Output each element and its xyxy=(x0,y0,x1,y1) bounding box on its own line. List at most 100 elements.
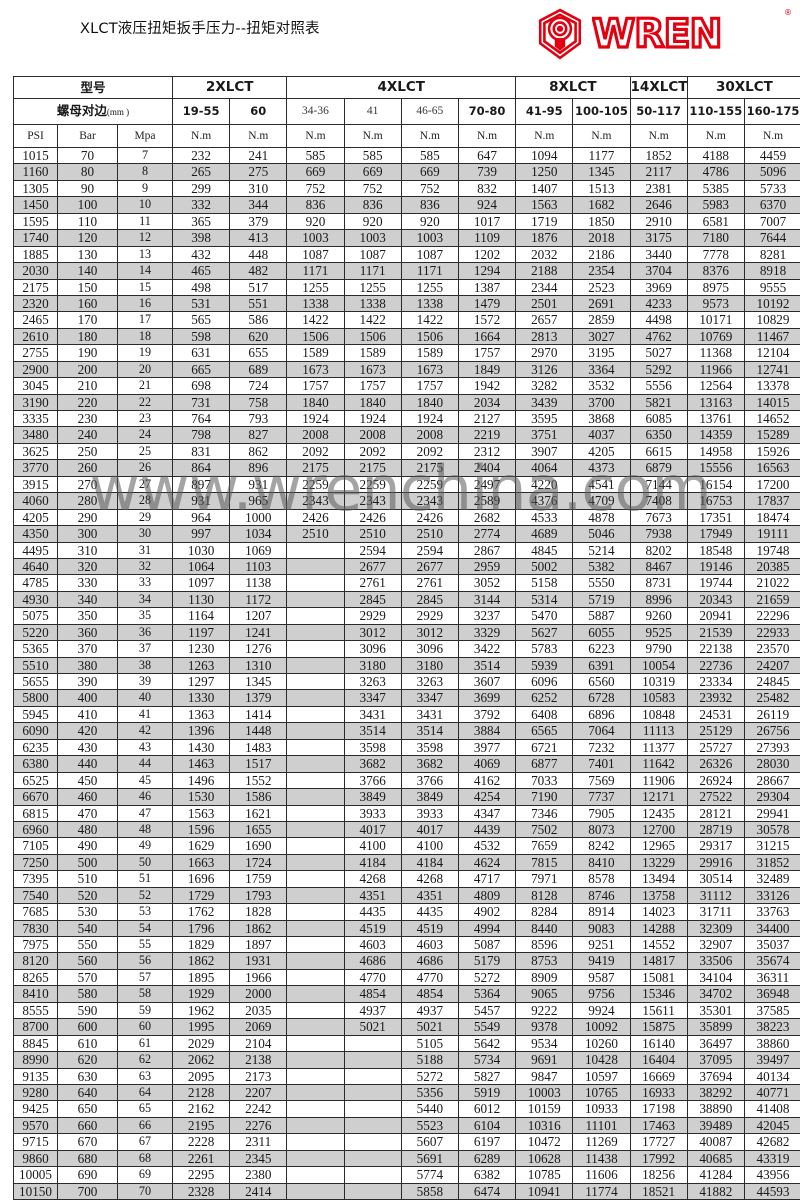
cell-nm-7: 10472 xyxy=(516,1134,573,1150)
cell-mpa: 64 xyxy=(118,1084,173,1100)
cell-nm-4: 3598 xyxy=(344,739,401,755)
cell-nm-2: 1793 xyxy=(230,887,287,903)
cell-nm-1: 1164 xyxy=(173,608,230,624)
cell-nm-11: 42045 xyxy=(744,1117,800,1133)
cell-mpa: 40 xyxy=(118,690,173,706)
cell-nm-11: 39497 xyxy=(744,1052,800,1068)
cell-nm-6: 2127 xyxy=(458,411,515,427)
cell-nm-4: 1924 xyxy=(344,411,401,427)
cell-nm-7: 7346 xyxy=(516,805,573,821)
cell-nm-4: 1003 xyxy=(344,230,401,246)
cell-nm-8: 1345 xyxy=(573,164,630,180)
cell-nm-8: 11774 xyxy=(573,1183,630,1199)
cell-psi: 8555 xyxy=(14,1002,58,1018)
cell-nm-3 xyxy=(287,887,344,903)
cell-nm-7: 2501 xyxy=(516,295,573,311)
cell-nm-10: 28719 xyxy=(687,821,744,837)
cell-nm-1: 1596 xyxy=(173,821,230,837)
cell-bar: 70 xyxy=(58,148,118,164)
cell-nm-2: 620 xyxy=(230,328,287,344)
cell-nm-3 xyxy=(287,706,344,722)
cell-psi: 6380 xyxy=(14,756,58,772)
cell-nm-11: 17200 xyxy=(744,476,800,492)
cell-psi: 1740 xyxy=(14,230,58,246)
cell-mpa: 43 xyxy=(118,739,173,755)
cell-psi: 1450 xyxy=(14,197,58,213)
cell-nm-3 xyxy=(287,953,344,969)
cell-bar: 650 xyxy=(58,1101,118,1117)
cell-mpa: 9 xyxy=(118,180,173,196)
cell-nm-1: 1862 xyxy=(173,953,230,969)
cell-nm-10: 14958 xyxy=(687,443,744,459)
cell-nm-11: 40771 xyxy=(744,1084,800,1100)
cell-nm-1: 1097 xyxy=(173,575,230,591)
cell-nm-5: 5188 xyxy=(401,1052,458,1068)
cell-mpa: 31 xyxy=(118,542,173,558)
cell-nm-1: 665 xyxy=(173,361,230,377)
cell-nm-8: 11438 xyxy=(573,1150,630,1166)
cell-nm-5: 752 xyxy=(401,180,458,196)
cell-bar: 560 xyxy=(58,953,118,969)
cell-bar: 120 xyxy=(58,230,118,246)
cell-nm-8: 11101 xyxy=(573,1117,630,1133)
cell-nm-5: 920 xyxy=(401,213,458,229)
cell-nm-2: 1862 xyxy=(230,920,287,936)
cell-nm-11: 30578 xyxy=(744,821,800,837)
cell-nm-7: 5158 xyxy=(516,575,573,591)
cell-nm-2: 1276 xyxy=(230,641,287,657)
cell-nm-2: 2242 xyxy=(230,1101,287,1117)
header-unit-nm-3: N.m xyxy=(287,125,344,148)
cell-nm-7: 7190 xyxy=(516,789,573,805)
cell-bar: 370 xyxy=(58,641,118,657)
cell-nm-11: 25482 xyxy=(744,690,800,706)
cell-nm-10: 20941 xyxy=(687,608,744,624)
cell-nm-9: 15081 xyxy=(630,969,687,985)
cell-nm-8: 7569 xyxy=(573,772,630,788)
cell-nm-3 xyxy=(287,838,344,854)
cell-bar: 700 xyxy=(58,1183,118,1199)
cell-nm-3 xyxy=(287,1167,344,1183)
cell-nm-9: 6615 xyxy=(630,443,687,459)
cell-psi: 5365 xyxy=(14,641,58,657)
cell-nm-1: 864 xyxy=(173,460,230,476)
cell-nm-11: 9555 xyxy=(744,279,800,295)
cell-nm-2: 1138 xyxy=(230,575,287,591)
cell-mpa: 51 xyxy=(118,871,173,887)
cell-nm-5: 1087 xyxy=(401,246,458,262)
cell-nm-9: 14552 xyxy=(630,937,687,953)
cell-nm-3 xyxy=(287,805,344,821)
cell-mpa: 61 xyxy=(118,1035,173,1051)
cell-nm-7: 4689 xyxy=(516,526,573,542)
cell-nm-7: 5470 xyxy=(516,608,573,624)
cell-nm-5: 5021 xyxy=(401,1019,458,1035)
cell-nm-7: 1876 xyxy=(516,230,573,246)
cell-nm-7: 5002 xyxy=(516,558,573,574)
cell-nm-2: 1207 xyxy=(230,608,287,624)
header-unit-bar: Bar xyxy=(58,125,118,148)
cell-nm-11: 27393 xyxy=(744,739,800,755)
cell-nm-5: 5440 xyxy=(401,1101,458,1117)
cell-nm-9: 5292 xyxy=(630,361,687,377)
cell-nm-5: 3263 xyxy=(401,674,458,690)
cell-nm-5: 2929 xyxy=(401,608,458,624)
cell-nm-8: 5887 xyxy=(573,608,630,624)
cell-nm-4: 4686 xyxy=(344,953,401,969)
header-model-14xlct: 14XLCT xyxy=(630,77,687,99)
cell-nm-3 xyxy=(287,789,344,805)
cell-nm-11: 13378 xyxy=(744,378,800,394)
header-model-30xlct: 30XLCT xyxy=(687,77,800,99)
cell-nm-5: 4686 xyxy=(401,953,458,969)
cell-nm-4 xyxy=(344,1084,401,1100)
cell-nm-11: 44593 xyxy=(744,1183,800,1199)
cell-nm-4 xyxy=(344,1150,401,1166)
cell-nm-1: 1330 xyxy=(173,690,230,706)
cell-nm-11: 40134 xyxy=(744,1068,800,1084)
cell-nm-5: 5272 xyxy=(401,1068,458,1084)
cell-nm-6: 2774 xyxy=(458,526,515,542)
cell-nm-1: 2095 xyxy=(173,1068,230,1084)
